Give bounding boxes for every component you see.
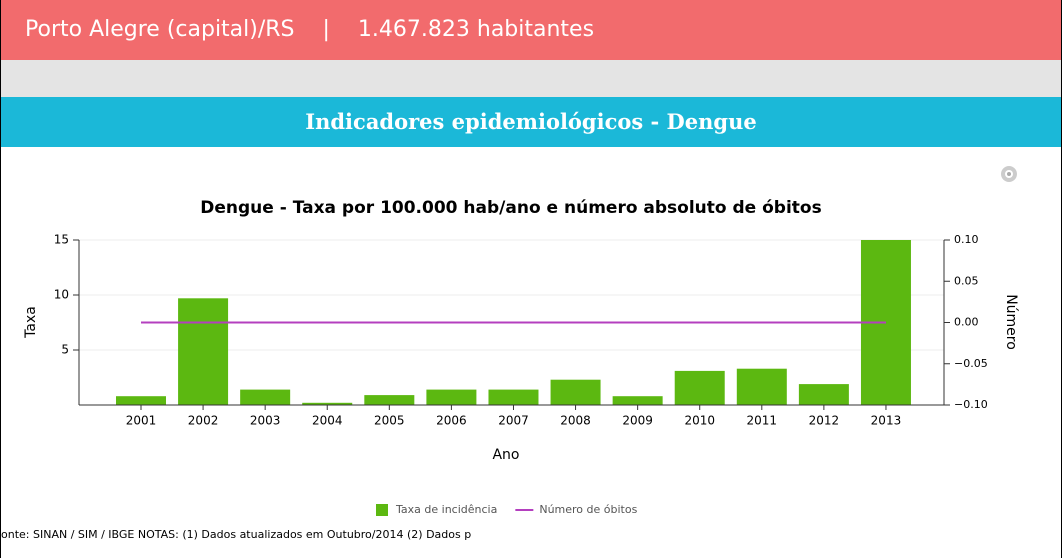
legend-label: Taxa de incidência <box>395 503 497 516</box>
y-tick-label: 10 <box>54 288 69 302</box>
x-tick-label: 2006 <box>436 414 467 428</box>
population: 1.467.823 habitantes <box>357 17 595 42</box>
y2-tick-label: −0.05 <box>954 357 988 370</box>
x-axis-label: Ano <box>492 447 519 463</box>
bar <box>116 396 166 405</box>
y2-tick-label: −0.10 <box>954 398 988 411</box>
x-tick-label: 2007 <box>498 414 529 428</box>
legend-swatch <box>376 504 388 516</box>
bar <box>240 389 291 405</box>
header: Porto Alegre (capital)/RS | 1.467.823 ha… <box>1 0 1061 60</box>
bar <box>736 368 787 405</box>
bar <box>488 389 539 405</box>
x-tick-label: 2001 <box>126 414 157 428</box>
bar <box>612 396 663 405</box>
y-axis-label: Taxa <box>23 306 39 339</box>
x-tick-label: 2004 <box>312 414 343 428</box>
section-title: Indicadores epidemiológicos - Dengue <box>1 97 1061 147</box>
x-tick-label: 2003 <box>250 414 281 428</box>
y2-tick-label: 0.05 <box>954 274 979 287</box>
chart: Dengue - Taxa por 100.000 hab/ano e núme… <box>23 166 1019 516</box>
y-tick-label: 5 <box>61 343 69 357</box>
chart-title: Dengue - Taxa por 100.000 hab/ano e núme… <box>200 198 821 218</box>
bar <box>178 298 229 405</box>
x-tick-label: 2011 <box>747 414 778 428</box>
y-tick-label: 15 <box>54 233 69 247</box>
city: Porto Alegre (capital)/RS <box>25 17 295 42</box>
footer-note: onte: SINAN / SIM / IBGE NOTAS: (1) Dado… <box>1 528 472 541</box>
bar <box>364 395 415 405</box>
x-tick-label: 2009 <box>622 414 653 428</box>
settings-icon[interactable] <box>1001 166 1017 182</box>
x-tick-label: 2010 <box>684 414 715 428</box>
y2-tick-label: 0.10 <box>954 233 979 246</box>
bar <box>426 389 477 405</box>
x-tick-label: 2005 <box>374 414 405 428</box>
bar <box>798 384 849 405</box>
x-tick-label: 2012 <box>809 414 840 428</box>
x-tick-label: 2013 <box>871 414 902 428</box>
legend-label: Número de óbitos <box>539 503 637 516</box>
spacer-bar <box>1 60 1061 97</box>
y2-axis-label: Número <box>1003 294 1019 350</box>
x-tick-label: 2008 <box>560 414 591 428</box>
bar <box>550 379 601 405</box>
y2-tick-label: 0.00 <box>954 316 979 329</box>
separator: | <box>322 17 330 42</box>
bar <box>302 402 353 405</box>
bar <box>674 370 725 405</box>
x-tick-label: 2002 <box>188 414 219 428</box>
